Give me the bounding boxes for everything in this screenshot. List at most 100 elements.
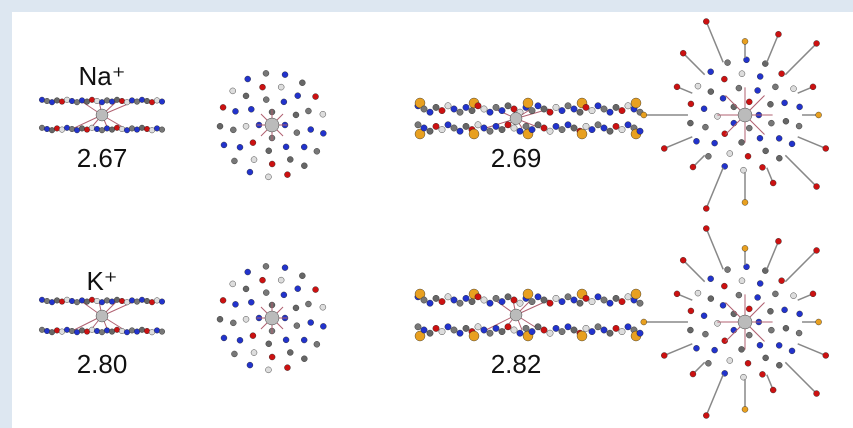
atom [59,329,65,335]
atom [742,199,748,205]
atom [260,84,266,90]
atom [475,103,481,109]
atom [247,169,253,175]
atom [589,107,595,113]
atom [39,97,45,103]
atom [79,298,85,304]
atom [237,144,243,150]
atom [589,298,595,304]
atom [230,320,236,326]
atom [511,125,517,131]
atom [772,291,778,297]
atom [705,360,711,366]
atom [109,127,115,133]
atom [493,325,499,331]
atom [739,278,745,284]
atom [457,109,463,115]
atom [230,127,236,133]
atom [757,342,763,348]
atom [139,327,145,333]
atom [283,337,289,343]
atom [510,113,522,125]
atom [701,313,707,319]
atom [269,354,275,360]
atom [281,99,287,105]
atom [571,297,577,303]
atom [287,349,293,355]
atom [695,290,701,296]
atom [705,153,711,159]
atom [44,126,50,132]
atom [114,125,120,131]
atom [712,140,718,146]
atom [499,126,505,132]
atom [791,293,797,299]
atom [79,98,85,104]
atom [755,294,761,300]
atom [481,327,487,333]
atom [782,100,788,106]
atom [565,294,571,300]
atom [64,297,70,303]
atom [625,324,631,330]
atom [74,127,80,133]
atom [433,295,439,301]
atom [619,298,625,304]
atom [631,98,641,108]
atom [775,31,781,37]
atom [451,106,457,112]
atom [738,315,752,329]
atom [499,328,505,334]
atom [49,299,55,305]
atom [301,144,307,150]
atom [708,69,714,75]
distance-label: 2.67 [77,143,128,173]
atom [251,350,257,356]
atom [487,109,493,115]
atom [139,297,145,303]
atom [154,328,160,334]
atom [601,297,607,303]
atom [89,327,95,333]
atom [613,104,619,110]
atom [265,174,271,180]
atom [511,327,517,333]
atom [559,126,565,132]
atom [541,125,547,131]
atom [144,126,150,132]
atom [129,98,135,104]
atom [94,328,100,334]
atom [74,299,80,305]
atom [768,327,774,333]
atom [159,127,165,133]
atom [69,98,75,104]
atom [517,128,523,134]
atom [278,277,284,283]
atom [779,278,785,284]
atom [535,122,541,128]
atom [703,19,709,25]
atom [439,126,445,132]
atom [625,122,631,128]
atom [481,125,487,131]
atom [601,125,607,131]
atom [757,280,763,286]
atom [59,299,65,305]
atom [99,99,105,105]
atom [295,286,301,292]
atom [559,298,565,304]
atom [690,371,696,377]
atom [505,324,511,330]
atom [109,329,115,335]
atom [736,85,742,91]
atom [714,320,720,326]
distance-label: 2.69 [491,143,542,173]
atom [708,276,714,282]
panel [12,12,853,428]
atom [779,71,785,77]
atom [475,324,481,330]
atom [64,97,70,103]
atom [746,125,752,131]
atom [816,112,822,118]
atom [59,99,65,105]
